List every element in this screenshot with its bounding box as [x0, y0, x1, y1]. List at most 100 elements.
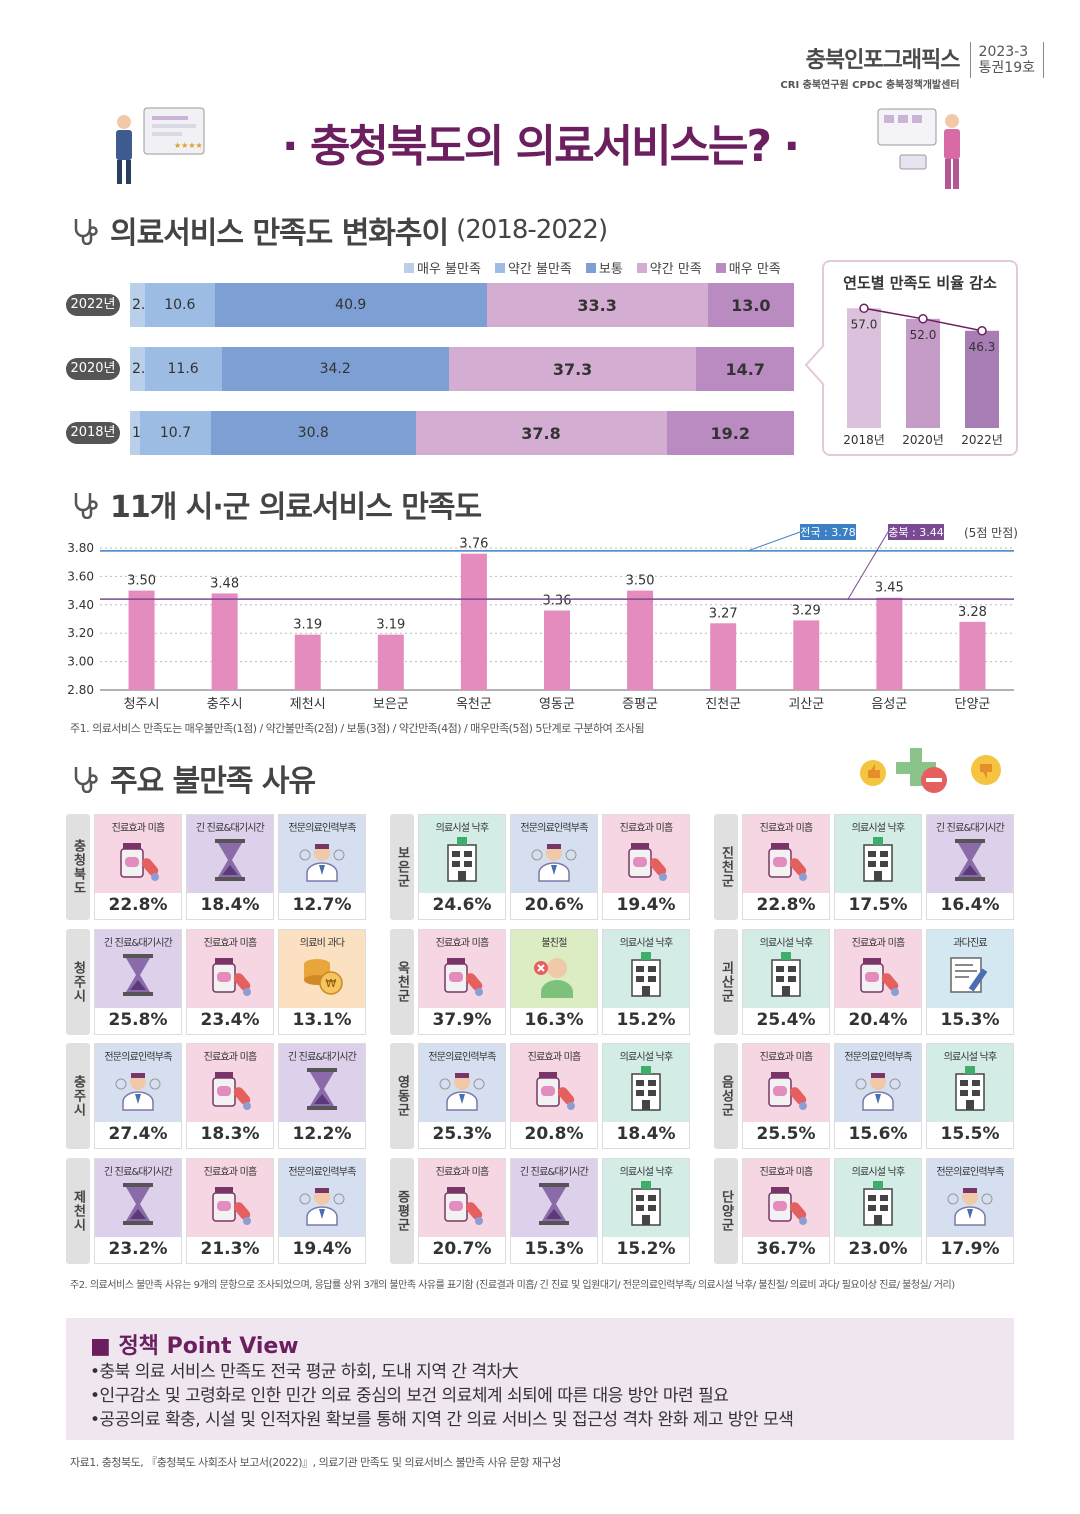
- reason-card-top: 의료시설 낙후: [603, 1044, 689, 1122]
- city-bar: [544, 610, 570, 690]
- reason-card: 의료시설 낙후 23.0%: [834, 1158, 922, 1264]
- city-category-label: 괴산군: [788, 697, 824, 712]
- reason-value: 15.2%: [603, 1239, 689, 1259]
- reason-card-top: 전문의료인력부족: [835, 1044, 921, 1122]
- city-value-label: 3.36: [543, 593, 572, 608]
- stacked-segment: 19.2: [667, 411, 794, 455]
- reason-label: 의료시설 낙후: [743, 934, 829, 949]
- y-tick-label: 3.80: [67, 541, 94, 555]
- stacked-segment: 11.6: [145, 347, 222, 391]
- reason-label: 의료시설 낙후: [603, 1163, 689, 1178]
- reason-card: 전문의료인력부족 25.3%: [418, 1043, 506, 1149]
- reason-card: 전문의료인력부족 12.7%: [278, 814, 366, 920]
- reason-label: 의료비 과다: [279, 934, 365, 949]
- reason-card-top: 전문의료인력부족: [419, 1044, 505, 1122]
- region-block: 충청북도 진료효과 미흡 22.8% 긴 진료&대기시간 18.4% 전문의료인력부족 12…: [66, 814, 368, 920]
- reason-card: 진료효과 미흡 20.4%: [834, 929, 922, 1035]
- reason-card-top: 전문의료인력부족: [511, 815, 597, 893]
- reason-value: 15.5%: [927, 1124, 1013, 1144]
- stethoscope-icon: [70, 215, 102, 245]
- reason-card: 긴 진료&대기시간 12.2%: [278, 1043, 366, 1149]
- section3-title: 주요 불만족 사유: [70, 756, 315, 800]
- city-category-label: 옥천군: [456, 697, 492, 712]
- reason-card-top: 진료효과 미흡: [743, 815, 829, 893]
- reason-card-top: 진료효과 미흡: [603, 815, 689, 893]
- region-block: 옥천군 진료효과 미흡 37.9% 불친절 16.3% 의료시설 낙후 15.2%: [390, 929, 692, 1035]
- policy-list: •충북 의료 서비스 만족도 전국 평균 하회, 도내 지역 간 격차大 •인구…: [90, 1360, 793, 1432]
- reason-card-top: 진료효과 미흡: [835, 930, 921, 1008]
- reason-value: 15.2%: [603, 1010, 689, 1030]
- document-icon: [945, 950, 995, 1000]
- reason-card: 진료효과 미흡 19.4%: [602, 814, 690, 920]
- reason-card-top: 의료비 과다 ₩: [279, 930, 365, 1008]
- reason-value: 19.4%: [279, 1239, 365, 1259]
- reason-card: 진료효과 미흡 37.9%: [418, 929, 506, 1035]
- doctor-icon: [297, 835, 347, 885]
- reason-card-top: 긴 진료&대기시간: [927, 815, 1013, 893]
- reason-label: 긴 진료&대기시간: [187, 819, 273, 834]
- section2-title-text: 11개 시·군 의료서비스 만족도: [110, 482, 481, 526]
- stacked-segment: 10.7: [140, 411, 211, 455]
- reason-card: 긴 진료&대기시간 15.3%: [510, 1158, 598, 1264]
- main-title: · 충청북도의 의료서비스는? ·: [0, 110, 1080, 174]
- reason-label: 불친절: [511, 934, 597, 949]
- region-block: 보은군 의료시설 낙후 24.6% 전문의료인력부족 20.6% 진료효과 미흡 19.4%: [390, 814, 692, 920]
- region-label: 음성군: [714, 1043, 738, 1149]
- region-label: 청주시: [66, 929, 90, 1035]
- reason-value: 37.9%: [419, 1010, 505, 1030]
- hourglass-icon: [297, 1064, 347, 1114]
- reason-label: 진료효과 미흡: [743, 1163, 829, 1178]
- reason-card: 진료효과 미흡 18.3%: [186, 1043, 274, 1149]
- medicine-icon: [205, 950, 255, 1000]
- legend-item: 매우 만족: [716, 258, 781, 277]
- stacked-segment: 37.3: [449, 347, 697, 391]
- stethoscope-icon: [70, 763, 102, 793]
- legend-label: 약간 불만족: [508, 258, 572, 277]
- reason-card-top: 진료효과 미흡: [511, 1044, 597, 1122]
- reason-card-top: 전문의료인력부족: [279, 1159, 365, 1237]
- reason-value: 13.1%: [279, 1010, 365, 1030]
- reason-card: 의료시설 낙후 15.5%: [926, 1043, 1014, 1149]
- city-value-label: 3.50: [626, 574, 655, 589]
- medicine-icon: [761, 835, 811, 885]
- decline-point: [860, 304, 868, 312]
- stacked-row: 2018년1.510.730.837.819.2: [66, 411, 794, 455]
- legend-swatch: [404, 263, 414, 273]
- reason-card-top: 진료효과 미흡: [743, 1159, 829, 1237]
- reason-card: 의료시설 낙후 18.4%: [602, 1043, 690, 1149]
- reason-value: 23.0%: [835, 1239, 921, 1259]
- section2-title: 11개 시·군 의료서비스 만족도: [70, 482, 481, 526]
- legend-label: 매우 불만족: [417, 258, 481, 277]
- reason-label: 의료시설 낙후: [927, 1048, 1013, 1063]
- region-block: 음성군 진료효과 미흡 25.5% 전문의료인력부족 15.6% 의료시설 낙후 15.5%: [714, 1043, 1016, 1149]
- reason-card-top: 긴 진료&대기시간: [279, 1044, 365, 1122]
- stacked-segment: 14.7: [696, 347, 794, 391]
- hospital-icon: [761, 950, 811, 1000]
- decline-category-label: 2020년: [902, 433, 944, 447]
- medicine-icon: [113, 835, 163, 885]
- region-block: 영동군 전문의료인력부족 25.3% 진료효과 미흡 20.8% 의료시설 낙후 18.4%: [390, 1043, 692, 1149]
- legend-swatch: [637, 263, 647, 273]
- hourglass-icon: [205, 835, 255, 885]
- policy-title: ■ 정책 Point View: [90, 1328, 299, 1360]
- reason-card-top: 긴 진료&대기시간: [511, 1159, 597, 1237]
- reason-value: 21.3%: [187, 1239, 273, 1259]
- reason-value: 15.3%: [927, 1010, 1013, 1030]
- reason-card: 전문의료인력부족 19.4%: [278, 1158, 366, 1264]
- reason-card: 의료시설 낙후 25.4%: [742, 929, 830, 1035]
- reason-card-top: 전문의료인력부족: [927, 1159, 1013, 1237]
- brand-title: 충북인포그래픽스: [780, 42, 959, 74]
- reason-card: 진료효과 미흡 36.7%: [742, 1158, 830, 1264]
- reason-card: 진료효과 미흡 22.8%: [94, 814, 182, 920]
- reason-label: 의료시설 낙후: [835, 819, 921, 834]
- reason-card-top: 진료효과 미흡: [95, 815, 181, 893]
- reason-value: 25.5%: [743, 1124, 829, 1144]
- city-category-label: 충주시: [207, 697, 243, 712]
- source-note: 자료1. 충청북도, 『충청북도 사회조사 보고서(2022)』, 의료기관 만…: [70, 1454, 561, 1470]
- reason-card-top: 의료시설 낙후: [835, 815, 921, 893]
- unkind-icon: [529, 950, 579, 1000]
- reason-card: 진료효과 미흡 23.4%: [186, 929, 274, 1035]
- reason-label: 진료효과 미흡: [511, 1048, 597, 1063]
- reason-value: 16.3%: [511, 1010, 597, 1030]
- year-label: 2018년: [66, 422, 120, 444]
